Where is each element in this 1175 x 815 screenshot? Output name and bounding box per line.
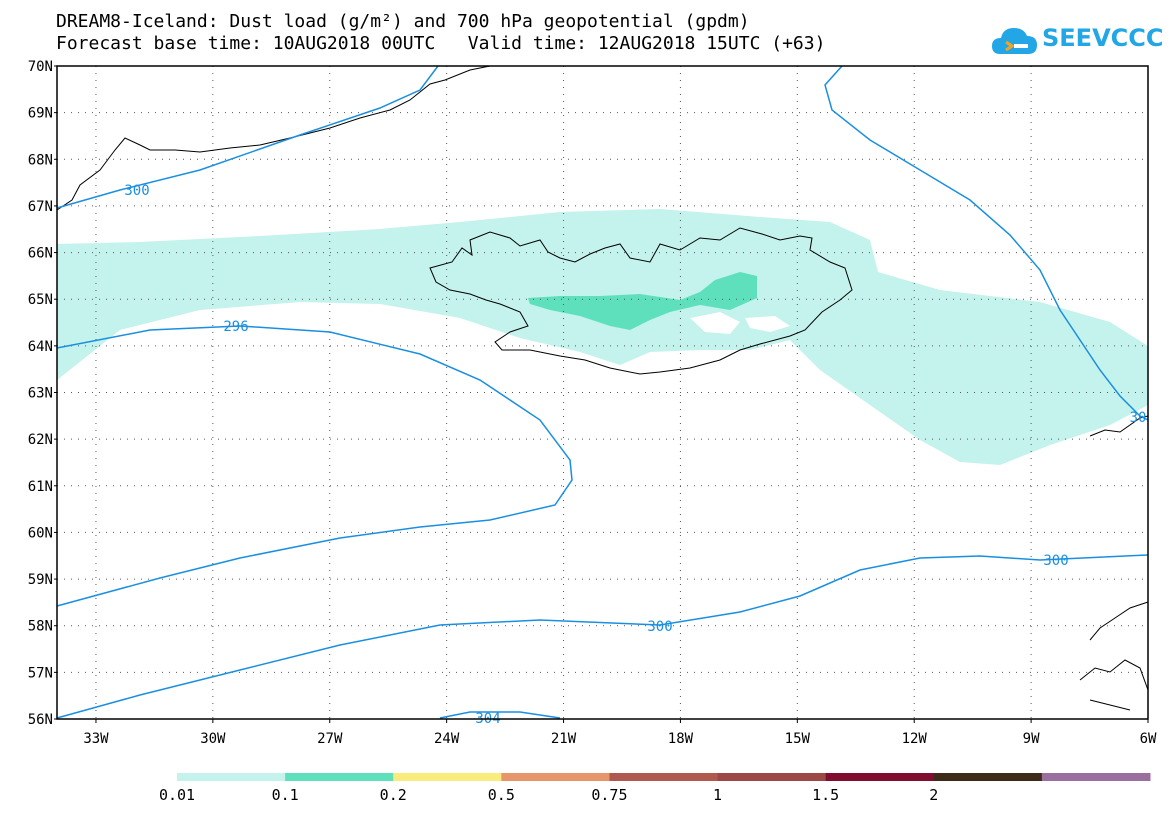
colorbar-labels: 0.01 0.1 0.2 0.5 0.75 1 1.5 2 (159, 786, 938, 804)
dust-gap-patches (690, 312, 790, 334)
iceland-coastline (429, 227, 853, 375)
coastlines (56, 65, 1149, 711)
lon-label: 24W (434, 731, 460, 747)
lon-label: 30W (200, 731, 226, 747)
lon-label: 6W (1140, 731, 1157, 747)
lat-label: 63N (28, 386, 53, 402)
lon-label: 12W (902, 731, 928, 747)
colorbar-label: 2 (929, 786, 938, 804)
contour-label: 30 (1130, 410, 1147, 426)
colorbar-segment (393, 773, 502, 781)
colorbar (177, 773, 1151, 781)
map-title-line2: Forecast base time: 10AUG2018 00UTC Vali… (56, 33, 826, 54)
colorbar-segment (933, 773, 1043, 781)
contour-label: 296 (223, 319, 248, 335)
longitude-labels: 33W 30W 27W 24W 21W 18W 15W 12W 9W 6W (83, 719, 1157, 747)
cloud-logo-icon (992, 28, 1037, 54)
colorbar-label: 1 (713, 786, 722, 804)
lat-label: 58N (28, 619, 53, 635)
lon-label: 9W (1023, 731, 1040, 747)
colorbar-label: 1.5 (812, 786, 839, 804)
colorbar-label: 0.5 (488, 786, 515, 804)
map-title-line1: DREAM8-Iceland: Dust load (g/m²) and 700… (56, 11, 750, 32)
lon-label: 21W (551, 731, 577, 747)
lat-label: 69N (28, 106, 53, 122)
colorbar-segment (825, 773, 935, 781)
contour-label: 300 (1043, 553, 1068, 569)
lat-label: 64N (28, 339, 53, 355)
lat-label: 60N (28, 525, 53, 541)
colorbar-label: 0.75 (591, 786, 627, 804)
colorbar-label: 0.2 (380, 786, 407, 804)
contour-label: 300 (124, 183, 149, 199)
lat-label: 56N (28, 712, 53, 728)
contour-label: 300 (647, 619, 672, 635)
colorbar-label: 0.1 (272, 786, 299, 804)
lon-label: 15W (785, 731, 811, 747)
lat-label: 67N (28, 199, 53, 215)
colorbar-segment (1041, 773, 1151, 781)
colorbar-segment (501, 773, 610, 781)
colorbar-segment (609, 773, 719, 781)
scotland-coastline (1079, 601, 1149, 711)
lat-label: 62N (28, 432, 53, 448)
greenland-coastline (56, 65, 491, 211)
lat-label: 68N (28, 152, 53, 168)
logo-text: SEEVCCC (1042, 24, 1164, 52)
dust-area-medium (528, 272, 757, 330)
colorbar-segment (177, 773, 286, 781)
geopotential-contours (56, 65, 1149, 719)
lat-label: 70N (28, 59, 53, 75)
lon-label: 27W (317, 731, 343, 747)
lat-label: 57N (28, 665, 53, 681)
lat-label: 59N (28, 572, 53, 588)
lat-label: 65N (28, 292, 53, 308)
dust-area-light (57, 209, 1148, 465)
lat-label: 66N (28, 246, 53, 262)
lon-label: 18W (668, 731, 694, 747)
colorbar-label: 0.01 (159, 786, 195, 804)
colorbar-segment (717, 773, 827, 781)
latitude-labels: 70N 69N 68N 67N 66N 65N 64N 63N 62N 61N 60N 59N 58N 5… (28, 59, 57, 728)
lon-label: 33W (83, 731, 109, 747)
colorbar-segment (285, 773, 394, 781)
lat-label: 61N (28, 479, 53, 495)
